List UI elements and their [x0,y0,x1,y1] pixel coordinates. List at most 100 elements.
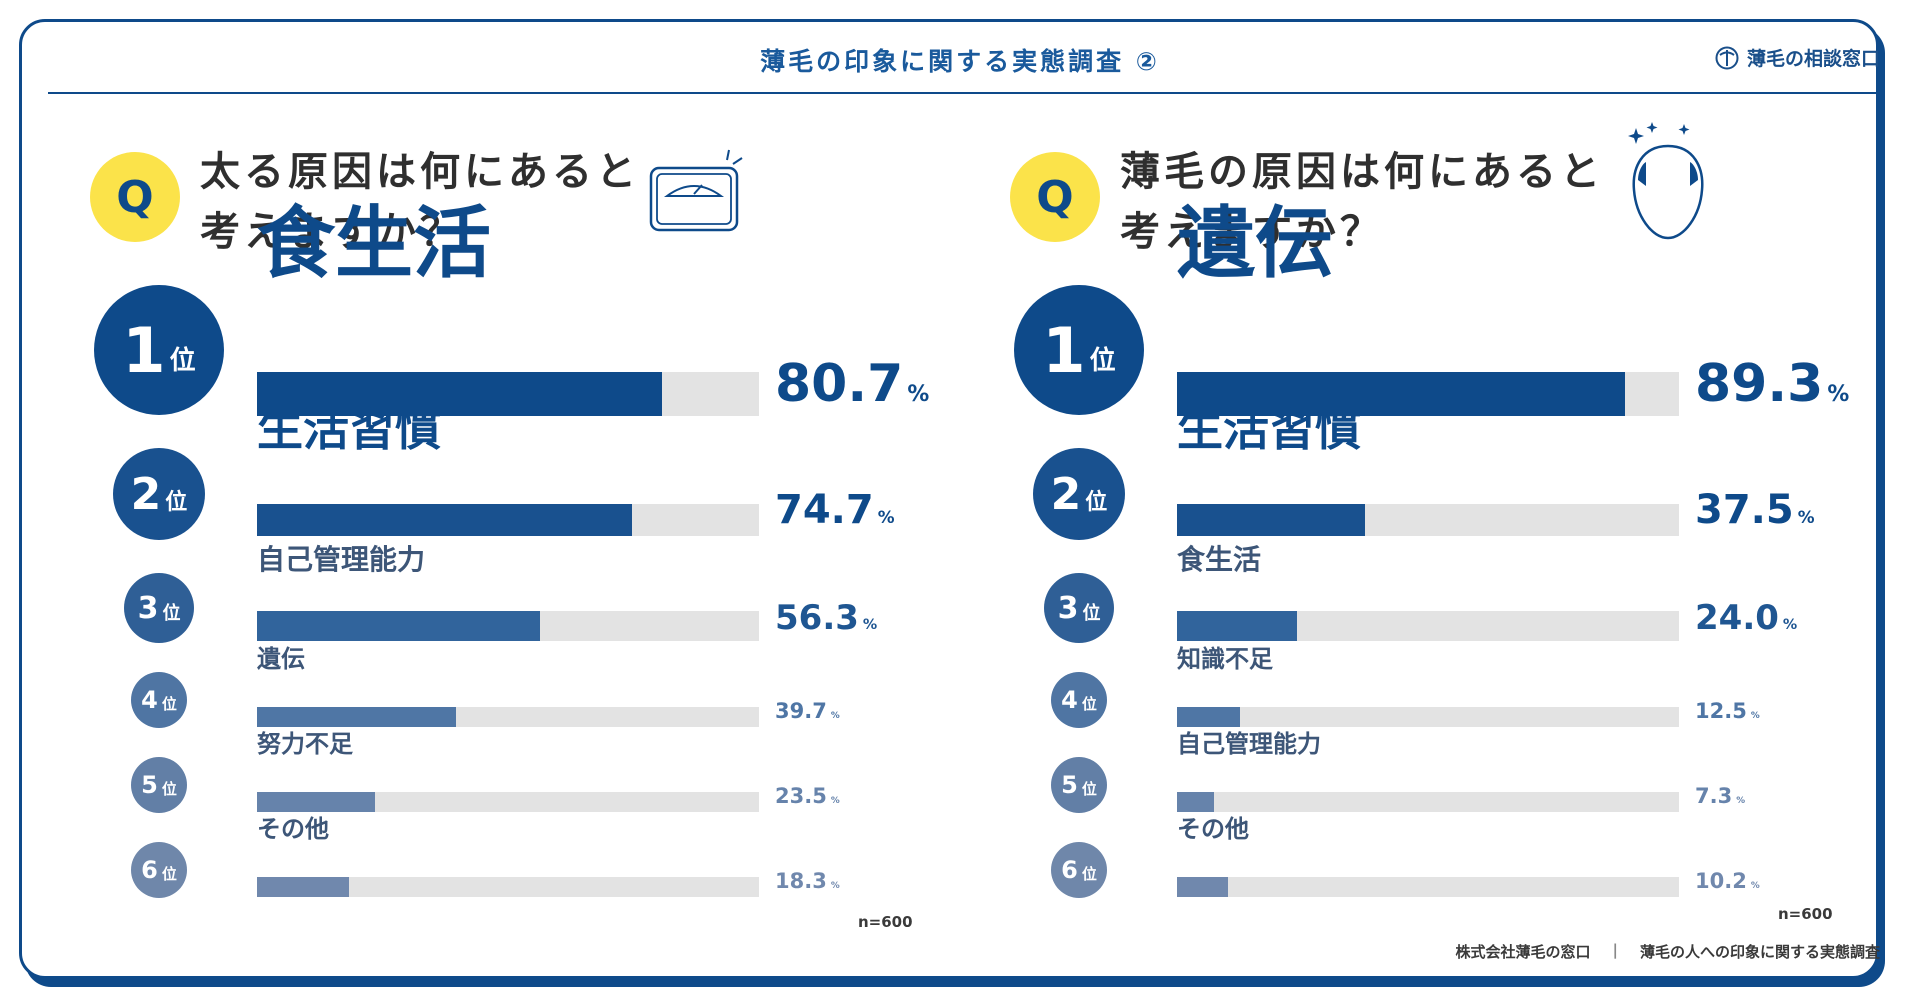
category-label: 生活習慣 [1177,401,1361,456]
bar-track [257,611,759,641]
footer-survey: 薄毛の人への印象に関する実態調査 [1639,943,1880,961]
percent-unit: % [1750,711,1760,721]
question-line-1: 太る原因は何にあると [200,149,640,195]
rank-number: 1 [122,313,166,387]
header-divider [48,92,1880,94]
rank-number: 2 [1050,468,1082,520]
category-label: その他 [1177,815,1249,844]
rank-number: 2 [130,468,162,520]
rank-suffix: 位 [1082,603,1101,624]
rank-number: 5 [1061,771,1078,799]
bar-fill [1177,372,1626,416]
bar-fill [257,877,349,897]
percent-unit: % [1827,382,1850,407]
rank-suffix: 位 [162,603,181,624]
category-label: 自己管理能力 [1177,730,1321,759]
bar-track [1177,707,1679,727]
percent-label: 74.7% [775,490,895,530]
category-label: その他 [257,815,329,844]
bar-track [1177,611,1679,641]
percent-value: 10.2 [1695,869,1747,893]
percent-value: 80.7 [775,354,904,414]
hair-logo-icon [1715,46,1739,69]
percent-value: 18.3 [775,869,827,893]
category-label: 遺伝 [1177,198,1334,289]
question-line-2: 考えますか？ [200,209,464,255]
bar-track [257,877,759,897]
category-label: 生活習慣 [257,401,441,456]
rank-number: 1 [1042,313,1086,387]
bar-track [1177,504,1679,536]
percent-unit: % [907,382,930,407]
bar-fill [257,792,375,812]
rank-number: 6 [141,856,158,884]
footer-credits: 株式会社薄毛の窓口 | 薄毛の人への印象に関する実態調査 [1455,941,1880,962]
bar-fill [257,611,540,641]
category-label: 食生活 [1177,542,1262,576]
bar-fill [1177,792,1214,812]
bar-fill [1177,707,1240,727]
bar-fill [257,707,457,727]
bald-head-icon [1628,122,1704,240]
rank-number: 4 [141,686,158,714]
category-label: 遺伝 [257,645,305,674]
bar-track [1177,877,1679,897]
percent-value: 7.3 [1695,784,1733,808]
panel-thinning-hair: Q 薄毛の原因は何にあると 考えますか？ 1 位遺伝 89.3% 2 位生活習慣 37.5… [920,0,1880,1005]
panel-weight: Q 太る原因は何にあると 考えますか？ 1 位食生活 80.7% 2 位生活習慣 74.7… [90,149,930,931]
percent-value: 89.3 [1695,354,1824,414]
percent-label: 10.2% [1695,871,1760,892]
bar-fill [1177,877,1229,897]
percent-label: 24.0% [1695,601,1797,635]
percent-unit: % [830,711,840,721]
rank-number: 4 [1061,686,1078,714]
percent-value: 24.0 [1695,598,1779,638]
rank-suffix: 位 [161,864,177,883]
bar-track [257,372,759,416]
percent-label: 7.3% [1695,786,1745,807]
category-label: 自己管理能力 [257,542,426,576]
percent-label: 56.3% [775,601,877,635]
question-badge: Q [1010,152,1100,242]
bar-fill [1177,611,1298,641]
percent-value: 37.5 [1695,487,1794,533]
percent-value: 39.7 [775,699,827,723]
sample-size: n=600 [1778,905,1833,923]
percent-label: 12.5% [1695,701,1760,722]
rank-suffix: 位 [161,694,177,713]
question-badge: Q [90,152,180,242]
bar-track [1177,372,1679,416]
percent-label: 23.5% [775,786,840,807]
bar-track [1177,792,1679,812]
bar-fill [257,504,632,536]
percent-label: 37.5% [1695,490,1815,530]
rank-number: 3 [1057,590,1079,626]
page-title: 薄毛の印象に関する実態調査 ② [760,47,1160,76]
percent-unit: % [877,507,895,527]
rank-suffix: 位 [1081,779,1097,798]
percent-unit: % [830,796,840,806]
footer-separator: | [1612,941,1618,959]
rank-number: 6 [1061,856,1078,884]
percent-value: 74.7 [775,487,874,533]
rank-suffix: 位 [1085,489,1108,515]
bar-track [257,504,759,536]
percent-value: 12.5 [1695,699,1747,723]
percent-unit: % [862,617,878,633]
rank-suffix: 位 [1081,864,1097,883]
footer-company: 株式会社薄毛の窓口 [1455,943,1591,961]
rank-number: 5 [141,771,158,799]
category-label: 食生活 [257,198,492,289]
rank-suffix: 位 [165,489,188,515]
